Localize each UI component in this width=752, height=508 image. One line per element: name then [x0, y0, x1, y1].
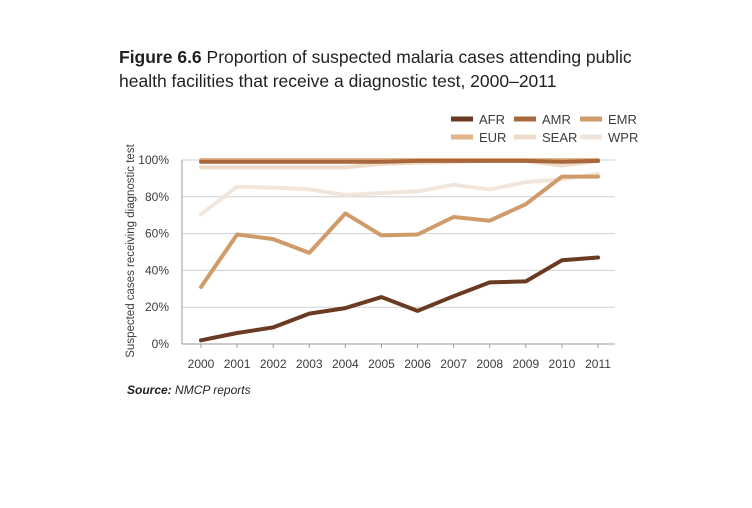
- series-line-wpr: [199, 171, 600, 217]
- x-tick-label: 2006: [404, 357, 431, 371]
- x-tick-label: 2009: [512, 357, 539, 371]
- y-tick-label: 80%: [145, 190, 169, 204]
- axes: 0% 20% 40% 60% 80% 100% 2000 2001 2002 2003 2004 20…: [138, 153, 611, 371]
- series-line-emr: [199, 174, 600, 289]
- y-tick-label: 100%: [138, 153, 169, 167]
- legend: AFR AMR EMR EUR SEAR WPR: [451, 112, 638, 145]
- source-note: Source: NMCP reports: [127, 383, 251, 397]
- figure-label: Figure 6.6: [119, 47, 202, 67]
- source-label: Source:: [127, 383, 172, 397]
- legend-label-afr: AFR: [479, 112, 505, 127]
- legend-label-amr: AMR: [542, 112, 571, 127]
- source-text: NMCP reports: [175, 383, 251, 397]
- legend-label-sear: SEAR: [542, 130, 577, 145]
- figure-title-text: Proportion of suspected malaria cases at…: [119, 47, 632, 91]
- x-tick-label: 2001: [224, 357, 251, 371]
- legend-label-eur: EUR: [479, 130, 506, 145]
- series-line-amr: [199, 158, 600, 164]
- y-tick-label: 40%: [145, 263, 169, 277]
- y-tick-label: 0%: [152, 337, 170, 351]
- series-lines: [199, 158, 600, 343]
- x-tick-label: 2002: [260, 357, 287, 371]
- y-tick-label: 20%: [145, 300, 169, 314]
- x-tick-label: 2000: [188, 357, 215, 371]
- x-tick-label: 2007: [440, 357, 467, 371]
- y-tick-label: 60%: [145, 227, 169, 241]
- legend-label-emr: EMR: [608, 112, 637, 127]
- y-axis-title: Suspected cases receiving diagnostic tes…: [125, 143, 137, 357]
- x-tick-label: 2011: [585, 357, 611, 371]
- x-tick-label: 2005: [368, 357, 395, 371]
- legend-label-wpr: WPR: [608, 130, 638, 145]
- x-tick-label: 2003: [296, 357, 323, 371]
- x-tick-label: 2004: [332, 357, 359, 371]
- figure-title: Figure 6.6 Proportion of suspected malar…: [119, 45, 679, 93]
- series-line-afr: [199, 255, 600, 343]
- x-tick-label: 2010: [549, 357, 576, 371]
- x-tick-label: 2008: [476, 357, 503, 371]
